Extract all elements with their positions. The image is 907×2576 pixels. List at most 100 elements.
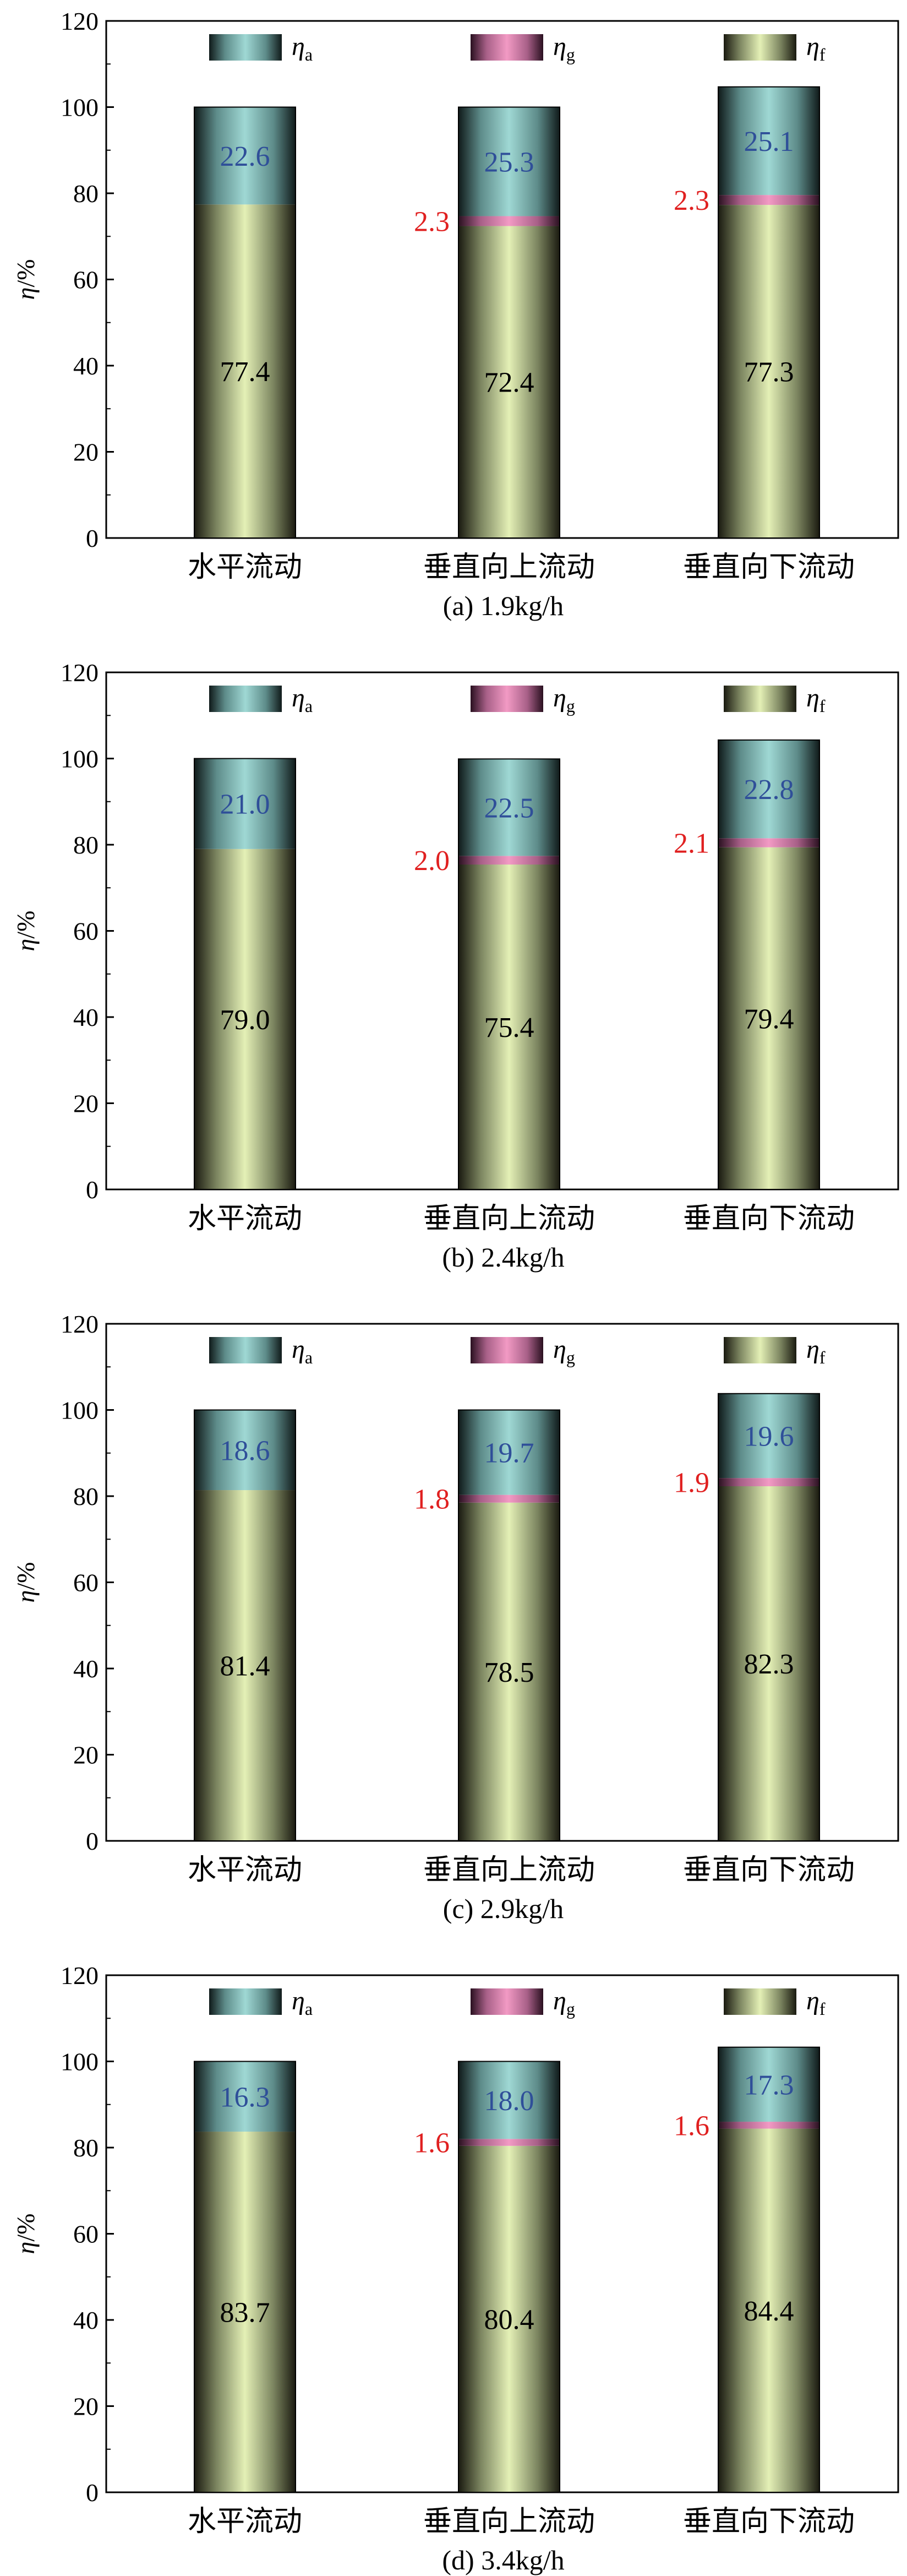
- value-label-eta_f: 75.4: [484, 1012, 534, 1044]
- bar-segment-eta_f: [718, 1486, 819, 1841]
- value-label-eta_a: 25.1: [744, 126, 794, 157]
- panel-caption: (b) 2.4kg/h: [442, 1242, 564, 1273]
- legend-swatch-f: [724, 1988, 796, 2015]
- y-tick-label: 20: [73, 2393, 99, 2421]
- y-axis-label: η/%: [12, 1562, 40, 1603]
- y-axis-label: η/%: [12, 2214, 40, 2254]
- y-tick-label: 0: [86, 1827, 99, 1855]
- legend-swatch-f: [724, 686, 796, 712]
- legend-subscript: a: [305, 696, 313, 716]
- value-label-eta_a: 19.7: [484, 1438, 534, 1469]
- value-label-eta_a: 21.0: [220, 789, 270, 820]
- legend-label-f: ηf: [806, 32, 826, 64]
- x-category-label: 水平流动: [188, 2505, 302, 2538]
- x-category-label: 垂直向下流动: [683, 2505, 855, 2538]
- legend-symbol: η: [553, 683, 566, 713]
- y-tick-label: 100: [61, 2048, 99, 2076]
- bar-segment-eta_g: [718, 195, 819, 205]
- value-label-eta_f: 72.4: [484, 367, 534, 399]
- bar-segment-eta_f: [718, 847, 819, 1189]
- y-tick-label: 40: [73, 352, 99, 380]
- legend-symbol: η: [806, 1335, 819, 1364]
- legend-subscript: f: [819, 1347, 826, 1367]
- value-label-eta_g: 1.6: [414, 2128, 450, 2159]
- y-tick-label: 100: [61, 745, 99, 773]
- legend-label-f: ηf: [806, 1986, 826, 2019]
- x-category-label: 水平流动: [188, 1854, 302, 1887]
- y-tick-label: 120: [61, 7, 99, 35]
- value-label-eta_a: 18.0: [484, 2085, 534, 2117]
- value-label-eta_g: 2.3: [674, 185, 709, 216]
- bar-segment-eta_a: [718, 1393, 819, 1479]
- bar-segment-eta_a: [718, 740, 819, 839]
- bar-segment-eta_g: [458, 216, 560, 226]
- legend-swatch-g: [471, 686, 543, 712]
- legend-symbol: η: [292, 1986, 305, 2015]
- panel-caption: (d) 3.4kg/h: [442, 2545, 564, 2575]
- y-tick-label: 60: [73, 1569, 99, 1597]
- x-category-label: 垂直向上流动: [423, 1202, 595, 1235]
- bar-segment-eta_f: [718, 205, 819, 538]
- bar-outline: [458, 106, 560, 539]
- bar-segment-eta_g: [718, 1478, 819, 1487]
- legend-swatch-g: [471, 1988, 543, 2015]
- legend-symbol: η: [292, 1335, 305, 1364]
- y-tick-label: 120: [61, 1961, 99, 1990]
- bar-segment-eta_f: [458, 2145, 560, 2492]
- value-label-eta_a: 18.6: [220, 1435, 270, 1466]
- bar-segment-eta_g: [458, 1494, 560, 1503]
- bar-outline: [458, 2061, 560, 2493]
- value-label-eta_f: 77.3: [744, 357, 794, 388]
- legend-subscript: f: [819, 1999, 826, 2019]
- panel-caption: (a) 1.9kg/h: [443, 590, 564, 621]
- legend-label-a: ηa: [292, 32, 313, 64]
- legend-swatch-g: [471, 34, 543, 61]
- y-tick-label: 20: [73, 1741, 99, 1769]
- bar-segment-eta_f: [718, 2128, 819, 2492]
- y-axis-unit: /%: [12, 259, 40, 287]
- legend-symbol: η: [806, 683, 819, 713]
- bar-segment-eta_a: [194, 758, 296, 849]
- bar-segment-eta_f: [458, 226, 560, 539]
- value-label-eta_a: 17.3: [744, 2069, 794, 2101]
- y-tick-label: 60: [73, 917, 99, 945]
- legend-symbol: η: [806, 32, 819, 61]
- bar-segment-eta_a: [194, 107, 296, 205]
- legend-label-f: ηf: [806, 683, 826, 716]
- bar-segment-eta_f: [194, 204, 296, 539]
- x-category-label: 垂直向下流动: [683, 551, 855, 584]
- bar-outline: [194, 758, 296, 1190]
- x-category-label: 水平流动: [188, 551, 302, 584]
- legend-subscript: a: [305, 1347, 313, 1367]
- value-label-eta_a: 22.8: [744, 774, 794, 806]
- bar-outline: [718, 1393, 820, 1841]
- y-axis-unit: /%: [12, 911, 40, 939]
- legend-label-a: ηa: [292, 1986, 313, 2019]
- legend-label-a: ηa: [292, 683, 313, 716]
- legend-label-a: ηa: [292, 1335, 313, 1367]
- value-label-eta_a: 22.6: [220, 141, 270, 172]
- bar-segment-eta_g: [718, 2122, 819, 2129]
- y-tick-label: 120: [61, 1310, 99, 1338]
- value-label-eta_f: 79.0: [220, 1004, 270, 1036]
- bar-segment-eta_f: [194, 849, 296, 1189]
- y-tick-label: 20: [73, 438, 99, 466]
- bar-outline: [194, 1409, 296, 1841]
- bar-segment-eta_a: [194, 1410, 296, 1491]
- legend-symbol: η: [553, 1986, 566, 2015]
- value-label-eta_a: 19.6: [744, 1421, 794, 1452]
- y-tick-label: 60: [73, 266, 99, 294]
- y-tick-label: 40: [73, 2306, 99, 2334]
- x-category-label: 水平流动: [188, 1202, 302, 1235]
- legend-subscript: g: [566, 1347, 575, 1367]
- bar-outline: [718, 2046, 820, 2493]
- value-label-eta_g: 2.1: [674, 828, 709, 859]
- value-label-eta_g: 1.6: [674, 2110, 709, 2142]
- legend-swatch-a: [209, 1337, 282, 1363]
- x-category-label: 垂直向下流动: [683, 1202, 855, 1235]
- bar-segment-eta_g: [458, 2139, 560, 2146]
- bar-segment-eta_f: [458, 864, 560, 1189]
